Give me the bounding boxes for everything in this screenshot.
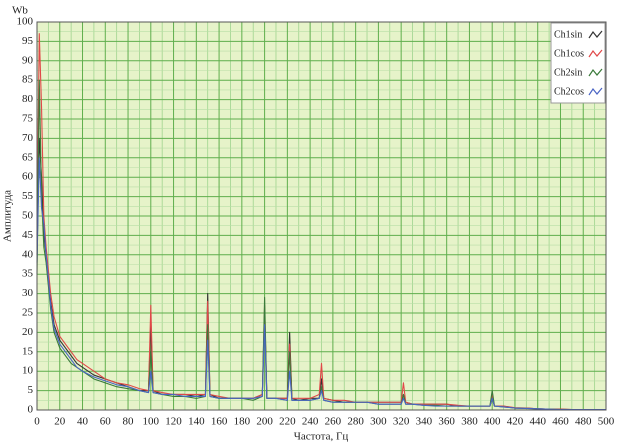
x-tick-label: 320 xyxy=(393,416,410,428)
x-tick-label: 280 xyxy=(347,416,364,428)
x-tick-label: 140 xyxy=(188,416,205,428)
x-tick-label: 220 xyxy=(279,416,296,428)
x-tick-label: 420 xyxy=(507,416,524,428)
y-axis-label: Амплитуда xyxy=(2,190,14,242)
y-tick-label: 15 xyxy=(22,345,34,357)
legend-box xyxy=(550,22,606,104)
x-tick-label: 300 xyxy=(370,416,387,428)
x-tick-label: 160 xyxy=(211,416,228,428)
y-unit: Wb xyxy=(12,5,28,17)
legend-swatch xyxy=(588,87,603,96)
y-tick-label: 40 xyxy=(22,248,34,260)
legend-label: Ch2cos xyxy=(554,86,584,97)
legend: Ch1sin Ch1cos Ch2sin Ch2cos xyxy=(550,22,606,104)
y-tick-label: 50 xyxy=(22,210,34,222)
x-tick-label: 480 xyxy=(575,416,592,428)
x-tick-label: 260 xyxy=(325,416,342,428)
x-tick-label: 360 xyxy=(438,416,455,428)
y-tick-label: 35 xyxy=(22,268,34,280)
legend-swatch xyxy=(588,49,603,58)
legend-swatch xyxy=(588,30,603,39)
y-tick-label: 10 xyxy=(22,365,34,377)
x-tick-label: 120 xyxy=(165,416,182,428)
x-tick-label: 500 xyxy=(598,416,615,428)
x-tick-label: 240 xyxy=(302,416,319,428)
x-tick-label: 380 xyxy=(461,416,478,428)
plot-frame xyxy=(36,21,607,411)
legend-swatch xyxy=(588,68,603,77)
x-tick-label: 340 xyxy=(416,416,433,428)
x-tick-label: 440 xyxy=(529,416,546,428)
x-tick-label: 80 xyxy=(123,416,135,428)
y-tick-label: 5 xyxy=(28,384,34,396)
x-tick-label: 180 xyxy=(234,416,251,428)
y-tick-label: 95 xyxy=(22,35,34,47)
y-tick-label: 75 xyxy=(22,113,34,125)
x-tick-label: 60 xyxy=(100,416,112,428)
y-tick-label: 60 xyxy=(22,171,34,183)
legend-label: Ch2sin xyxy=(554,67,582,78)
y-tick-label: 65 xyxy=(22,151,34,163)
y-tick-label: 30 xyxy=(22,287,34,299)
x-tick-label: 400 xyxy=(484,416,501,428)
y-tick-label: 55 xyxy=(22,190,34,202)
y-tick-label: 45 xyxy=(22,229,34,241)
x-tick-label: 460 xyxy=(552,416,569,428)
y-tick-label: 70 xyxy=(22,132,34,144)
x-tick-label: 200 xyxy=(256,416,273,428)
y-tick-label: 100 xyxy=(17,16,34,28)
y-tick-label: 90 xyxy=(22,54,34,66)
x-tick-label: 40 xyxy=(77,416,89,428)
legend-label: Ch1sin xyxy=(554,29,582,40)
labels: 0 20 40 60 80 100 120 140 160 180 200 220 240 260 280 3… xyxy=(17,16,615,428)
x-axis-label: Частота, Гц xyxy=(294,431,349,443)
y-tick-label: 85 xyxy=(22,74,34,86)
legend-label: Ch1cos xyxy=(554,48,584,59)
x-tick-label: 100 xyxy=(143,416,160,428)
series-line xyxy=(36,157,606,411)
y-tick-label: 25 xyxy=(22,307,34,319)
y-tick-label: 20 xyxy=(22,326,34,338)
grid xyxy=(36,21,607,411)
lines xyxy=(36,33,606,411)
y-tick-label: 80 xyxy=(22,93,34,105)
x-tick-label: 0 xyxy=(34,416,40,428)
x-tick-label: 20 xyxy=(54,416,66,428)
y-tick-label: 0 xyxy=(28,404,34,416)
